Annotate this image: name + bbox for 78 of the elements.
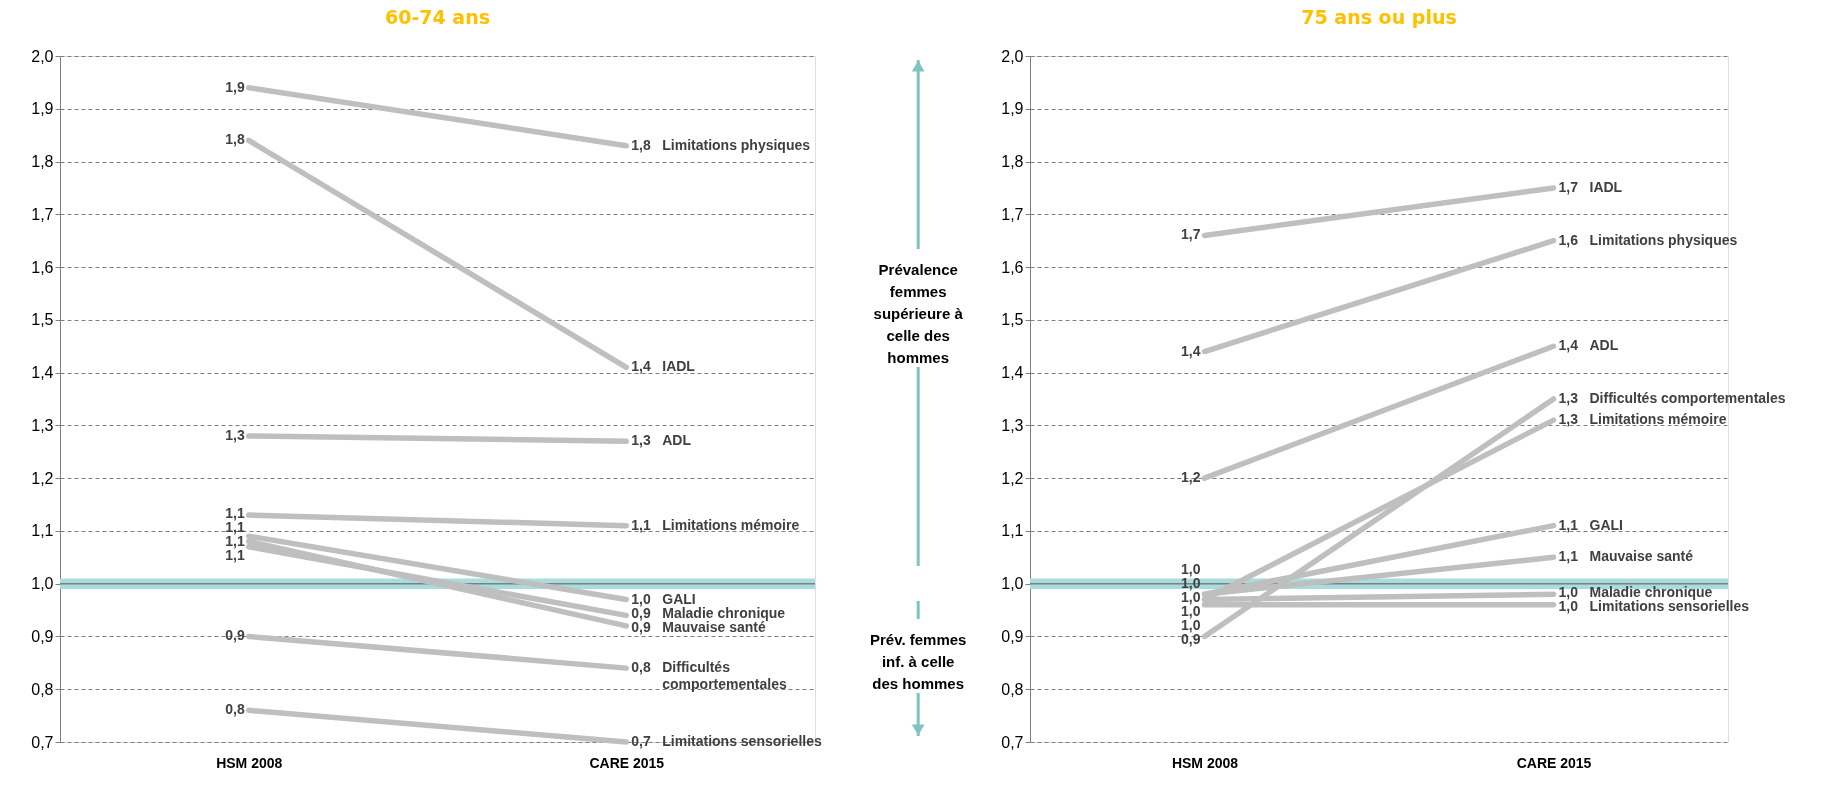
text: Mauvaise santé bbox=[662, 618, 766, 635]
data-label: 1,0 bbox=[1181, 560, 1201, 577]
y-tick-label: 2,0 bbox=[1001, 47, 1024, 65]
text: Limitations physiques bbox=[662, 136, 811, 153]
data-label: 1,7 bbox=[1181, 226, 1201, 243]
data-label: 1,2 bbox=[1181, 469, 1201, 486]
data-label: 1,0 bbox=[631, 590, 651, 607]
data-label: 1,3 bbox=[225, 426, 245, 443]
text: Limitations sensorielles bbox=[662, 733, 822, 749]
y-tick-label: 1,4 bbox=[31, 364, 54, 382]
data-label: 1,1 bbox=[631, 516, 651, 533]
text: Prévalence femmes supérieure à celle des hommes bbox=[873, 261, 964, 366]
text: Difficultés comportementales bbox=[1589, 390, 1786, 406]
data-label: 1,7 bbox=[1558, 178, 1579, 195]
data-label: 0,9 bbox=[225, 627, 245, 644]
text: Limitations physiques bbox=[1589, 231, 1738, 248]
data-label: 0,7 bbox=[631, 733, 651, 749]
y-tick-label: 1,2 bbox=[1001, 469, 1024, 487]
y-tick-label: 1,7 bbox=[1001, 205, 1024, 223]
y-tick-label: 0,7 bbox=[31, 733, 54, 751]
y-tick-label: 1,7 bbox=[31, 205, 54, 223]
chart-title: 75 ans ou plus bbox=[1301, 6, 1457, 28]
y-tick-label: 1,0 bbox=[31, 575, 54, 593]
text: Maladie chronique bbox=[1589, 583, 1713, 600]
text: Mauvaise santé bbox=[1589, 548, 1694, 565]
y-tick-label: 1,3 bbox=[1001, 416, 1024, 434]
data-label: 1,1 bbox=[225, 504, 245, 521]
y-tick-label: 1,6 bbox=[1001, 258, 1024, 276]
text: Limitations mémoire bbox=[1589, 411, 1727, 428]
y-tick-label: 1,3 bbox=[31, 416, 54, 434]
text: GALI bbox=[662, 590, 696, 607]
text: Difficultés comportementales bbox=[662, 659, 787, 693]
data-label: 0,8 bbox=[225, 701, 245, 718]
data-label: 1,4 bbox=[631, 358, 651, 375]
y-tick-label: 1,8 bbox=[31, 153, 54, 171]
data-label: 1,0 bbox=[1558, 583, 1579, 600]
y-tick-label: 1,9 bbox=[1001, 100, 1024, 118]
data-label: 1,8 bbox=[631, 136, 651, 153]
x-tick-label: CARE 2015 bbox=[1516, 754, 1592, 771]
text: ADL bbox=[662, 432, 692, 449]
x-tick-label: CARE 2015 bbox=[589, 754, 665, 771]
y-tick-label: 1,6 bbox=[31, 258, 54, 276]
data-label: 1,9 bbox=[225, 78, 245, 95]
text: IADL bbox=[1589, 178, 1623, 195]
data-label: 1,1 bbox=[1558, 548, 1579, 565]
x-tick-label: HSM 2008 bbox=[1171, 754, 1239, 771]
text: Limitations mémoire bbox=[662, 516, 800, 533]
data-label: 1,8 bbox=[225, 131, 245, 148]
y-tick-label: 1,8 bbox=[1001, 153, 1024, 171]
y-tick-label: 1,1 bbox=[1001, 522, 1024, 540]
y-tick-label: 0,8 bbox=[1001, 680, 1024, 698]
y-tick-label: 1,2 bbox=[31, 469, 54, 487]
y-tick-label: 1,5 bbox=[1001, 311, 1024, 329]
x-tick-label: HSM 2008 bbox=[216, 754, 283, 771]
y-tick-label: 0,9 bbox=[31, 627, 54, 645]
text: Maladie chronique bbox=[662, 604, 786, 621]
y-tick-label: 1,0 bbox=[1001, 575, 1024, 593]
y-tick-label: 0,8 bbox=[31, 680, 54, 698]
y-tick-label: 1,9 bbox=[31, 100, 54, 118]
text: IADL bbox=[662, 358, 696, 375]
y-tick-label: 1,5 bbox=[31, 311, 54, 329]
y-tick-label: 2,0 bbox=[31, 47, 54, 65]
text: ADL bbox=[1589, 337, 1619, 354]
data-label: 1,6 bbox=[1558, 231, 1579, 248]
y-tick-label: 0,7 bbox=[1001, 733, 1024, 751]
text: GALI bbox=[1589, 516, 1623, 533]
data-label: 1,3 bbox=[1558, 390, 1579, 406]
chart-title: 60-74 ans bbox=[384, 6, 491, 28]
data-label: 1,4 bbox=[1558, 337, 1579, 354]
data-label: 1,3 bbox=[1558, 411, 1579, 428]
data-label: 0,8 bbox=[631, 659, 651, 676]
y-tick-label: 0,9 bbox=[1001, 627, 1024, 645]
data-label: 1,4 bbox=[1181, 342, 1201, 359]
y-tick-label: 1,4 bbox=[1001, 364, 1024, 382]
text: Prév. femmes inf. à celle des hommes bbox=[869, 631, 967, 692]
y-tick-label: 1,1 bbox=[31, 522, 54, 540]
data-label: 1,1 bbox=[1558, 516, 1579, 533]
data-label: 1,3 bbox=[631, 432, 651, 449]
